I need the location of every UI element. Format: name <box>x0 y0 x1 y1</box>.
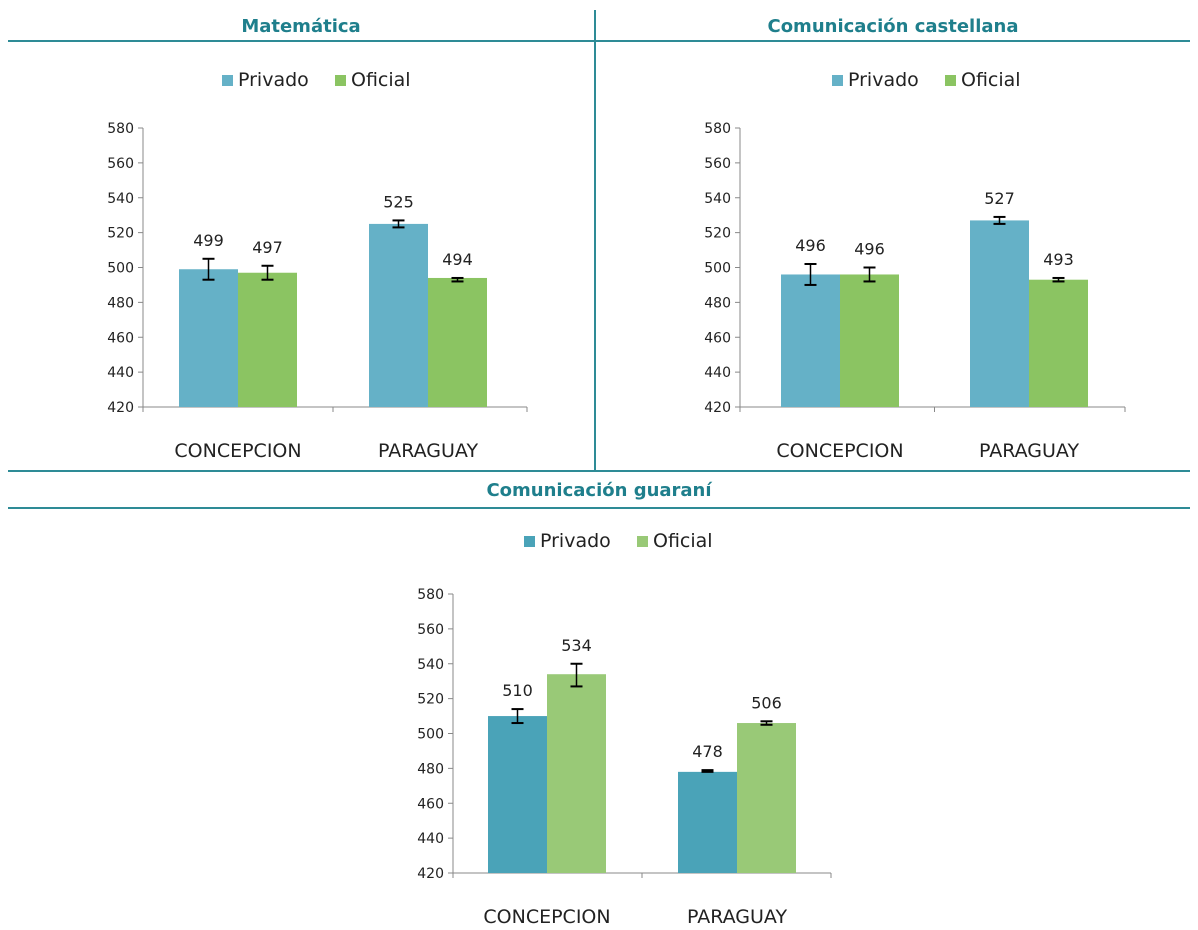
data-label: 510 <box>502 681 533 700</box>
y-tick-label: 580 <box>417 587 444 603</box>
y-tick-label: 460 <box>417 796 444 812</box>
legend-label-privado: Privado <box>238 69 309 91</box>
data-label: 494 <box>442 250 473 269</box>
legend-swatch-privado <box>524 536 535 547</box>
y-tick-label: 500 <box>417 727 444 743</box>
section-title-castellana: Comunicación castellana <box>767 16 1019 37</box>
bar-concepcion-oficial <box>840 274 899 407</box>
y-tick-label: 520 <box>704 226 731 242</box>
y-tick-label: 560 <box>704 156 731 172</box>
bar-paraguay-privado <box>678 771 737 873</box>
y-tick-label: 420 <box>417 866 444 882</box>
data-label: 525 <box>383 192 414 211</box>
bar-concepcion-privado <box>179 269 238 407</box>
y-tick-label: 580 <box>107 121 134 137</box>
category-label: PARAGUAY <box>687 906 787 928</box>
data-label: 478 <box>692 742 723 761</box>
bar-paraguay-oficial <box>737 723 796 873</box>
bar-paraguay-privado <box>970 220 1029 407</box>
legend-swatch-privado <box>222 75 233 86</box>
y-tick-label: 460 <box>107 330 134 346</box>
category-label: CONCEPCION <box>174 440 301 462</box>
legend-label-oficial: Oficial <box>961 69 1021 91</box>
y-tick-label: 480 <box>107 295 134 311</box>
middle-divider-line <box>8 470 1190 472</box>
legend-label-privado: Privado <box>540 530 611 552</box>
data-label: 534 <box>561 636 592 655</box>
y-tick-label: 480 <box>417 761 444 777</box>
y-tick-label: 540 <box>107 191 134 207</box>
y-tick-label: 540 <box>417 657 444 673</box>
y-tick-label: 440 <box>704 365 731 381</box>
data-label: 493 <box>1043 250 1074 269</box>
legend-label-oficial: Oficial <box>653 530 713 552</box>
category-label: PARAGUAY <box>979 440 1079 462</box>
y-tick-label: 460 <box>704 330 731 346</box>
top-divider-line <box>8 40 1190 42</box>
data-label: 496 <box>795 236 826 255</box>
section-title-guarani: Comunicación guaraní <box>486 480 712 501</box>
legend-swatch-privado <box>832 75 843 86</box>
legend-swatch-oficial <box>945 75 956 86</box>
bar-concepcion-oficial <box>547 674 606 873</box>
y-tick-label: 500 <box>704 261 731 277</box>
category-label: PARAGUAY <box>378 440 478 462</box>
bar-concepcion-privado <box>781 274 840 407</box>
bar-paraguay-privado <box>369 223 428 407</box>
bar-paraguay-oficial <box>428 277 487 407</box>
y-tick-label: 520 <box>107 226 134 242</box>
category-label: CONCEPCION <box>776 440 903 462</box>
y-tick-label: 440 <box>417 831 444 847</box>
y-tick-label: 440 <box>107 365 134 381</box>
y-tick-label: 500 <box>107 261 134 277</box>
data-label: 497 <box>252 238 283 257</box>
bar-concepcion-privado <box>488 716 547 873</box>
y-tick-label: 520 <box>417 692 444 708</box>
center-divider-line <box>594 10 596 470</box>
data-label: 499 <box>193 231 224 250</box>
legend-swatch-oficial <box>637 536 648 547</box>
category-label: CONCEPCION <box>483 906 610 928</box>
y-tick-label: 480 <box>704 295 731 311</box>
bar-paraguay-oficial <box>1029 279 1088 407</box>
data-label: 506 <box>751 693 782 712</box>
legend-label-privado: Privado <box>848 69 919 91</box>
legend-label-oficial: Oficial <box>351 69 411 91</box>
y-tick-label: 560 <box>107 156 134 172</box>
y-tick-label: 580 <box>704 121 731 137</box>
y-tick-label: 540 <box>704 191 731 207</box>
y-tick-label: 420 <box>704 400 731 416</box>
bottom-title-underline <box>8 507 1190 509</box>
section-title-matematica: Matemática <box>241 16 361 37</box>
bar-concepcion-oficial <box>238 272 297 407</box>
y-tick-label: 420 <box>107 400 134 416</box>
y-tick-label: 560 <box>417 622 444 638</box>
data-label: 496 <box>854 240 885 259</box>
legend-swatch-oficial <box>335 75 346 86</box>
data-label: 527 <box>984 189 1015 208</box>
